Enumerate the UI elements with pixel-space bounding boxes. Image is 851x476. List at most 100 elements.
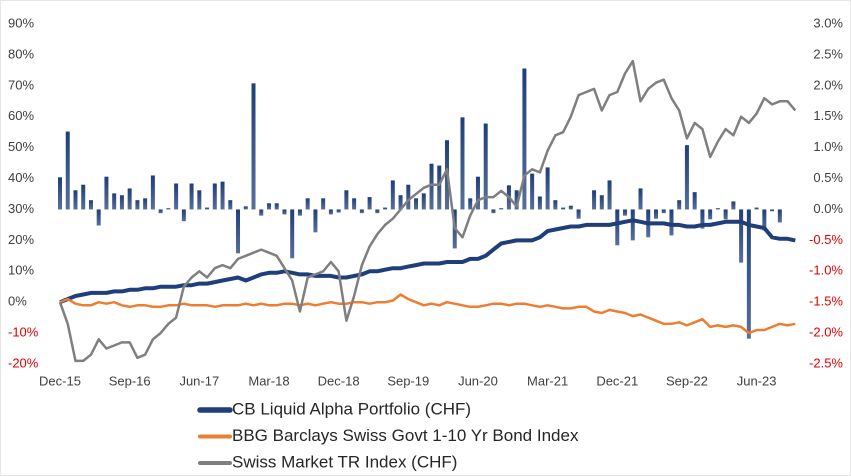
bar [236, 209, 241, 254]
bar [352, 198, 357, 210]
bar [677, 200, 682, 210]
legend-label: CB Liquid Alpha Portfolio (CHF) [232, 399, 471, 418]
bar [623, 209, 628, 216]
bar [592, 190, 597, 210]
bar [88, 200, 93, 210]
bar [143, 198, 148, 210]
bar [746, 209, 751, 339]
bar [297, 209, 302, 216]
x-tick-label: Mar-18 [248, 373, 289, 388]
bar [220, 181, 225, 210]
bar [81, 184, 86, 210]
bar [197, 190, 202, 210]
bar [73, 190, 78, 210]
x-tick-label: Jun-17 [179, 373, 219, 388]
bar [491, 209, 496, 214]
legend-label: Swiss Market TR Index (CHF) [232, 452, 457, 471]
bar [259, 209, 264, 216]
bar [638, 188, 643, 210]
y2-tick-label: 3.0% [813, 15, 843, 30]
y-tick-label: 40% [8, 170, 34, 185]
y2-tick-label: -1.5% [809, 294, 843, 309]
bar [290, 209, 295, 259]
bar [228, 200, 233, 210]
bar [475, 176, 480, 210]
bar [708, 209, 713, 220]
y-tick-label: 70% [8, 77, 34, 92]
bar [158, 209, 163, 214]
bar [135, 200, 140, 210]
bar [266, 203, 271, 210]
bar [112, 193, 117, 210]
bar [406, 184, 411, 210]
y-tick-label: 30% [8, 201, 34, 216]
bar [119, 195, 124, 210]
bar [189, 183, 194, 210]
line [58, 59, 797, 363]
bar [336, 209, 341, 213]
bar [421, 193, 426, 210]
bar [599, 195, 604, 210]
line [59, 293, 796, 335]
y2-tick-label: 2.0% [813, 77, 843, 92]
bar [414, 198, 419, 210]
bar [274, 203, 279, 210]
x-tick-label: Jun-23 [737, 373, 777, 388]
bar [545, 167, 550, 210]
bar [212, 183, 217, 210]
bar [468, 198, 473, 210]
y-tick-label: 60% [8, 108, 34, 123]
y-tick-label: 0% [8, 294, 27, 309]
bar [96, 209, 101, 226]
bar [104, 176, 109, 210]
bar [328, 209, 333, 215]
x-tick-label: Sep-19 [387, 373, 429, 388]
bar [321, 198, 326, 210]
y2-tick-label: -2.5% [809, 355, 843, 370]
bar [499, 208, 504, 210]
bar [398, 195, 403, 210]
y-tick-label: 10% [8, 263, 34, 278]
bar [653, 209, 658, 219]
y2-tick-label: 0.5% [813, 170, 843, 185]
y-tick-label: -10% [8, 325, 39, 340]
bar [568, 205, 573, 210]
x-tick-label: Mar-21 [527, 373, 568, 388]
bar [174, 183, 179, 210]
bar [367, 197, 372, 210]
bar [607, 180, 612, 210]
bar [684, 145, 689, 210]
bar [375, 209, 380, 214]
y2-tick-label: 1.5% [813, 108, 843, 123]
bar [150, 175, 155, 210]
bar [715, 208, 720, 210]
bar [282, 209, 287, 215]
y2-tick-label: 0.0% [813, 201, 843, 216]
x-tick-label: Jun-20 [458, 373, 498, 388]
bar [615, 209, 620, 246]
bar [166, 208, 171, 210]
x-tick-label: Dec-18 [318, 373, 360, 388]
y-tick-label: 20% [8, 232, 34, 247]
bar [205, 207, 210, 210]
bar [669, 209, 674, 236]
bar [127, 188, 132, 210]
bar [777, 209, 782, 223]
bar [305, 198, 310, 210]
y-tick-label: 90% [8, 15, 34, 30]
bar [313, 209, 318, 233]
bar [383, 207, 388, 210]
bar [429, 163, 434, 210]
y-tick-label: 50% [8, 139, 34, 154]
bar [251, 83, 256, 210]
bar [460, 117, 465, 210]
y2-tick-label: -1.0% [809, 263, 843, 278]
bar [65, 131, 70, 210]
x-tick-label: Sep-16 [109, 373, 151, 388]
legend-label: BBG Barclays Swiss Govt 1-10 Yr Bond Ind… [232, 426, 579, 445]
x-tick-label: Dec-21 [596, 373, 638, 388]
y2-tick-label: -0.5% [809, 232, 843, 247]
bar [561, 207, 566, 210]
